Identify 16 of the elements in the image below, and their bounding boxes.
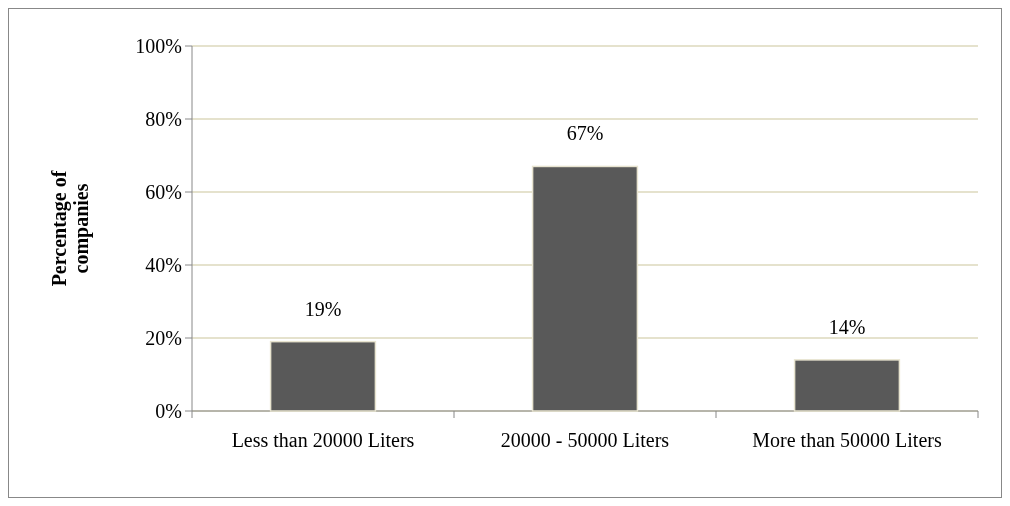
x-tick-label: 20000 - 50000 Liters bbox=[500, 429, 670, 451]
bar bbox=[531, 165, 639, 412]
data-label: 67% bbox=[566, 122, 604, 145]
y-tick-label: 60% bbox=[145, 181, 182, 203]
data-label: 19% bbox=[304, 297, 342, 320]
y-axis-title: Percentage of companies bbox=[48, 170, 93, 287]
y-tick-label: 100% bbox=[135, 35, 182, 57]
bar bbox=[793, 359, 901, 412]
y-tick-label: 80% bbox=[145, 108, 182, 130]
data-label: 14% bbox=[828, 315, 866, 338]
x-tick-label: More than 50000 Liters bbox=[752, 429, 942, 451]
y-tick-label: 0% bbox=[155, 400, 182, 422]
bar bbox=[269, 340, 377, 412]
x-tick-label: Less than 20000 Liters bbox=[231, 429, 415, 451]
y-tick-label: 40% bbox=[145, 254, 182, 276]
y-tick-label: 20% bbox=[145, 327, 182, 349]
